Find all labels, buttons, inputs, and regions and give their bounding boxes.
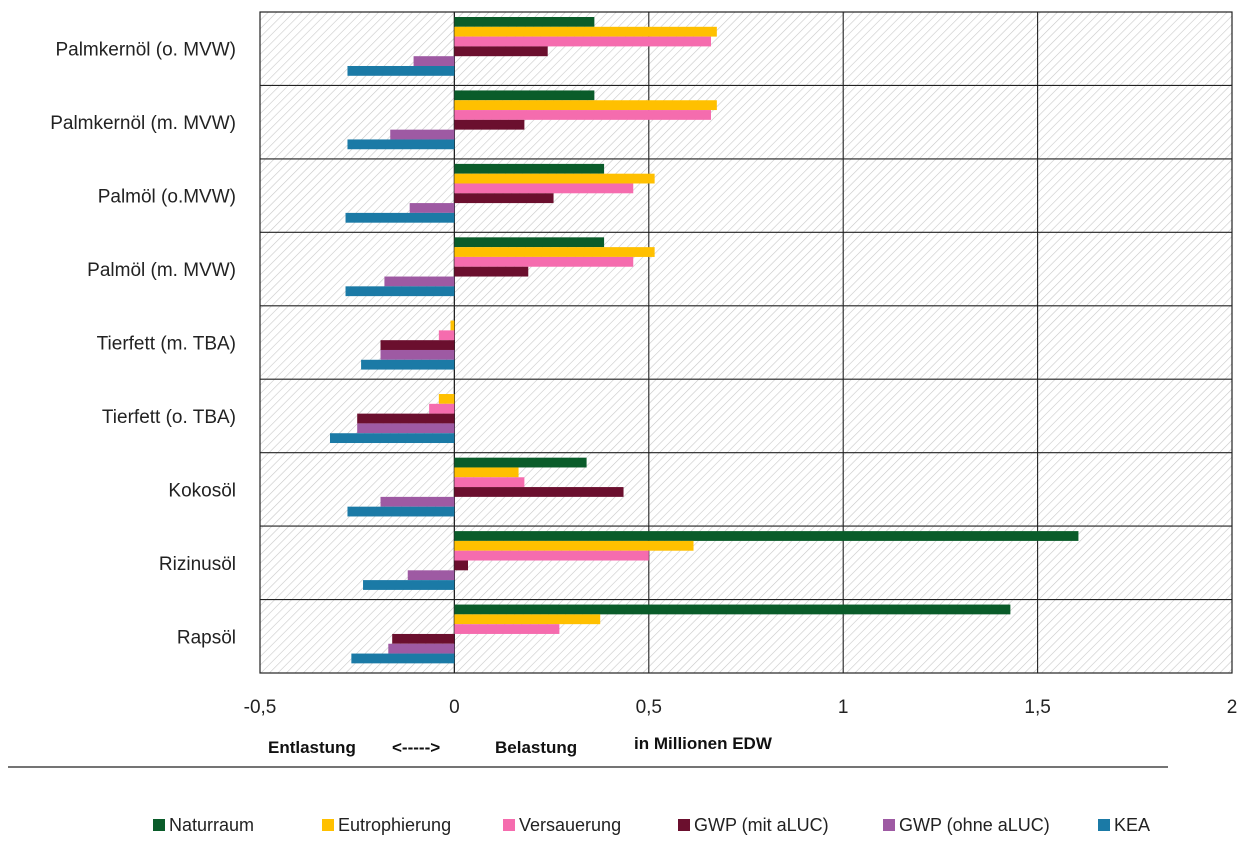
category-label: Tierfett (m. TBA) bbox=[97, 334, 236, 355]
x-tick-label: 0,5 bbox=[636, 697, 662, 718]
bar bbox=[361, 359, 455, 370]
annotation-arrow: <-----> bbox=[392, 738, 440, 757]
legend-label: Eutrophierung bbox=[338, 815, 451, 835]
bar bbox=[454, 173, 655, 184]
bar bbox=[351, 653, 455, 664]
bar bbox=[454, 540, 694, 551]
bar bbox=[454, 119, 525, 130]
bar bbox=[347, 139, 455, 150]
bar bbox=[454, 100, 717, 111]
bar bbox=[357, 413, 455, 424]
bar bbox=[454, 237, 605, 248]
bar bbox=[347, 506, 455, 517]
legend: Naturraum Eutrophierung Versauerung GWP (mi… bbox=[153, 815, 1150, 835]
bar bbox=[329, 433, 455, 444]
bar bbox=[454, 36, 712, 47]
legend-label: Versauerung bbox=[519, 815, 621, 835]
bar bbox=[454, 163, 605, 174]
x-tick-label: 1,5 bbox=[1024, 697, 1050, 718]
bar bbox=[454, 624, 560, 634]
bar bbox=[413, 56, 455, 66]
bar bbox=[450, 320, 455, 331]
category-label: Kokosöl bbox=[168, 480, 236, 501]
bar bbox=[454, 467, 519, 478]
x-tick-labels: -0,5 0 0,5 1 1,5 2 bbox=[244, 697, 1238, 718]
legend-swatch bbox=[1098, 819, 1110, 831]
bar bbox=[438, 394, 455, 404]
bar bbox=[409, 203, 455, 213]
bar bbox=[454, 604, 1011, 615]
legend-swatch bbox=[883, 819, 895, 831]
bar bbox=[454, 17, 595, 27]
bar bbox=[454, 531, 1079, 541]
bar bbox=[454, 110, 712, 120]
legend-swatch bbox=[322, 819, 334, 831]
bar bbox=[454, 247, 655, 257]
category-label: Rizinusöl bbox=[159, 554, 236, 575]
bar bbox=[454, 183, 634, 194]
bar bbox=[407, 570, 455, 581]
category-label: Palmöl (o.MVW) bbox=[98, 187, 236, 208]
bar bbox=[454, 193, 554, 204]
bar bbox=[454, 90, 595, 101]
bar bbox=[347, 66, 455, 76]
bar bbox=[392, 633, 455, 644]
legend-swatch bbox=[678, 819, 690, 831]
legend-label: GWP (ohne aLUC) bbox=[899, 815, 1050, 835]
bar bbox=[454, 256, 634, 267]
bar bbox=[345, 286, 455, 297]
annotation-entlastung: Entlastung bbox=[268, 738, 356, 757]
legend-swatch bbox=[503, 819, 515, 831]
legend-label: GWP (mit aLUC) bbox=[694, 815, 829, 835]
bar bbox=[454, 266, 529, 277]
legend-label: KEA bbox=[1114, 815, 1150, 835]
bar bbox=[357, 423, 455, 434]
x-tick-label: 0 bbox=[449, 697, 460, 718]
bar bbox=[454, 46, 548, 57]
bar bbox=[345, 212, 455, 223]
annotation-belastung: Belastung bbox=[495, 738, 577, 757]
category-label: Palmöl (m. MVW) bbox=[87, 260, 236, 281]
x-tick-label: 1 bbox=[838, 697, 849, 718]
bar bbox=[380, 349, 455, 360]
bar bbox=[438, 330, 455, 341]
bar bbox=[454, 550, 649, 561]
x-tick-label: -0,5 bbox=[244, 697, 277, 718]
category-labels: Palmkernöl (o. MVW) Palmkernöl (m. MVW) Pa… bbox=[50, 40, 236, 649]
bar bbox=[429, 403, 455, 414]
bar bbox=[454, 26, 717, 37]
legend-label: Naturraum bbox=[169, 815, 254, 835]
x-tick-label: 2 bbox=[1227, 697, 1238, 718]
bar bbox=[454, 614, 601, 625]
bar bbox=[380, 496, 455, 507]
bar bbox=[454, 457, 587, 468]
category-label: Rapsöl bbox=[177, 627, 236, 648]
bar bbox=[384, 276, 455, 287]
bar bbox=[388, 643, 455, 654]
category-label: Palmkernöl (m. MVW) bbox=[50, 113, 236, 134]
bar bbox=[380, 340, 455, 350]
bar bbox=[454, 487, 624, 497]
category-label: Tierfett (o. TBA) bbox=[102, 407, 236, 428]
bar bbox=[454, 477, 525, 488]
x-axis-label: in Millionen EDW bbox=[634, 734, 773, 753]
bar bbox=[390, 129, 455, 140]
category-label: Palmkernöl (o. MVW) bbox=[55, 40, 236, 61]
bar bbox=[363, 580, 455, 590]
bars bbox=[329, 17, 1079, 664]
bar bbox=[454, 560, 469, 571]
legend-swatch bbox=[153, 819, 165, 831]
